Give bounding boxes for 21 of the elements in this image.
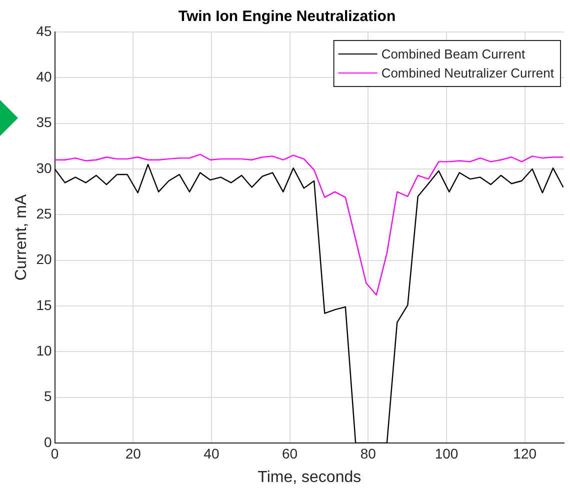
y-tick-label: 30 [36,160,52,176]
x-tick-label: 120 [513,445,537,462]
y-tick-label: 25 [36,206,52,222]
y-tick-label: 40 [36,68,52,85]
legend-label: Combined Neutralizer Current [381,66,554,81]
y-tick-label: 35 [36,114,52,130]
y-tick-label: 45 [36,22,52,39]
x-tick-label: 40 [204,445,220,462]
x-axis-title: Time, seconds [258,468,362,486]
y-tick-label: 10 [36,342,52,359]
y-tick-label: 5 [44,388,52,404]
x-tick-label: 60 [282,445,298,462]
y-tick-label: 15 [36,296,52,313]
x-tick-label: 20 [125,445,142,462]
x-tick-label: 100 [434,445,458,462]
y-tick-label: 0 [44,434,52,450]
y-axis-title: Current, mA [13,194,30,281]
y-tick-label: 20 [36,251,52,268]
chart-title: Twin Ion Engine Neutralization [178,8,396,26]
x-tick-label: 80 [360,445,376,462]
legend-label: Combined Beam Current [381,46,526,62]
